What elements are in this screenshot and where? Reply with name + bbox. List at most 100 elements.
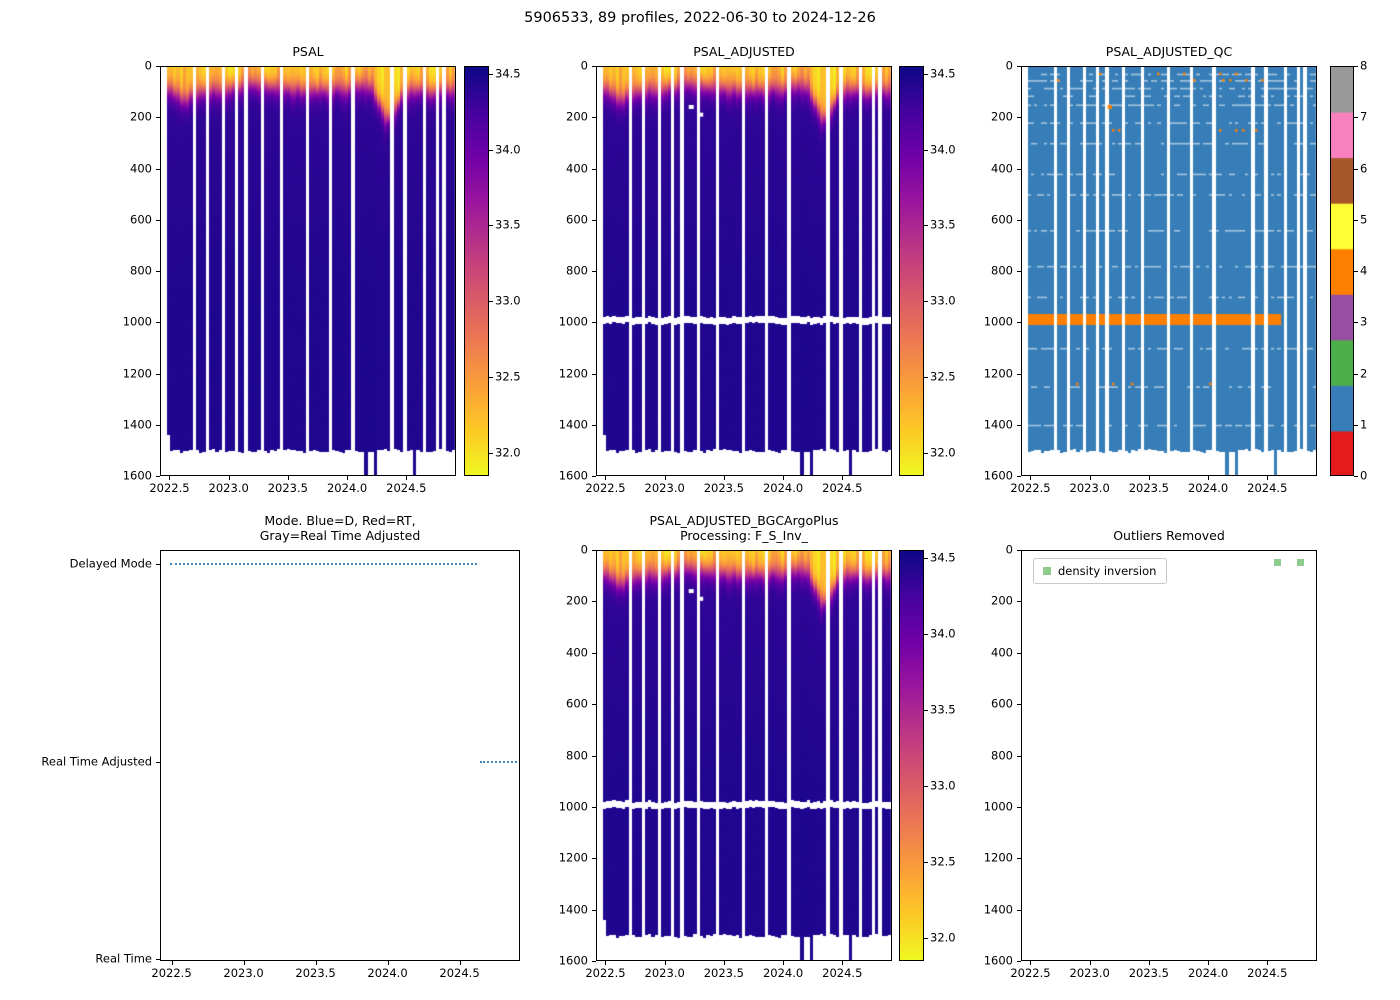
- outliers-x-tickmark: [1089, 961, 1091, 965]
- psal-adjusted-qc-y-tick-label: 400: [991, 161, 1013, 175]
- psal-cb-tickmark: [489, 73, 493, 75]
- psal-adjusted-qc-x-tick-label: 2023.5: [1128, 481, 1169, 495]
- psal-adjusted-bgc-x-tickmark: [605, 961, 607, 965]
- psal-y-tickmark: [156, 219, 160, 221]
- outliers-axes-border: [1021, 550, 1317, 961]
- psal-y-tickmark: [156, 168, 160, 170]
- psal-adjusted-bgc-cb-tickmark: [924, 557, 928, 559]
- psal-adjusted-y-tickmark: [592, 476, 596, 477]
- psal-adjusted-cb-tickmark: [924, 453, 928, 455]
- psal-adjusted-bgc-y-tick-label: 1600: [558, 953, 588, 968]
- psal-x-tick-label: 2024.0: [326, 481, 368, 495]
- psal-adjusted-qc-x-tickmark: [1267, 476, 1269, 480]
- psal-y-tickmark: [156, 271, 160, 272]
- psal-adjusted-qc-cb-tickmark: [1354, 476, 1358, 477]
- psal-cb-tickmark: [489, 301, 493, 303]
- psal-cb-tick-label: 33.0: [495, 293, 521, 308]
- psal-adjusted-bgc-cb-tick-label: 34.0: [930, 626, 956, 641]
- psal-adjusted-qc-y-tick-label: 800: [991, 263, 1013, 278]
- outliers-y-tickmark: [1017, 909, 1021, 911]
- psal-adjusted-cb-tickmark: [924, 377, 928, 379]
- psal-adjusted-x-tickmark: [842, 476, 844, 480]
- mode-x-tickmark: [171, 961, 173, 965]
- psal-adjusted-bgc-cb-tick-label: 33.0: [930, 778, 956, 793]
- psal-adjusted-qc-y-tickmark: [1017, 476, 1021, 477]
- psal-adjusted-y-tick-label: 1000: [558, 314, 588, 329]
- psal-adjusted-qc-y-tickmark: [1017, 219, 1021, 221]
- psal-adjusted-y-tickmark: [592, 424, 596, 426]
- psal-adjusted-y-tick-label: 1400: [558, 417, 588, 432]
- psal-adjusted-bgc-x-tickmark: [664, 961, 666, 965]
- mode-x-tick-label: 2024.5: [439, 966, 480, 980]
- psal-adjusted-bgc-y-tick-label: 800: [566, 748, 588, 762]
- psal-y-tickmark: [156, 66, 160, 67]
- psal-adjusted-bgc-cb-tickmark: [924, 938, 928, 940]
- psal-adjusted-y-tickmark: [592, 117, 596, 119]
- mode-x-tick-label: 2023.0: [223, 966, 264, 980]
- outliers-x-tickmark: [1208, 961, 1210, 965]
- outliers-y-tickmark: [1017, 961, 1021, 962]
- psal-adjusted-heatmap: [596, 66, 892, 476]
- psal-adjusted-colorbar: [899, 66, 924, 476]
- psal-adjusted-qc-cb-tick-label: 7: [1360, 109, 1368, 124]
- psal-adjusted-bgc-y-tickmark: [592, 755, 596, 757]
- outliers-y-tick-label: 1600: [983, 953, 1013, 968]
- psal-y-tickmark: [156, 373, 160, 375]
- psal-adjusted-cb-tick-label: 34.0: [930, 142, 956, 157]
- psal-adjusted-qc-cb-tickmark: [1354, 168, 1358, 170]
- psal-x-tickmark: [406, 476, 408, 480]
- psal-adjusted-qc-x-tickmark: [1208, 476, 1210, 480]
- psal-adjusted-bgc-y-tick-label: 0: [580, 542, 588, 557]
- outliers-x-tick-label: 2024.0: [1187, 966, 1229, 980]
- outliers-y-tick-label: 0: [1005, 542, 1013, 557]
- psal-adjusted-bgc-x-tick-label: 2024.5: [822, 966, 863, 980]
- outliers-x-tick-label: 2022.5: [1010, 966, 1051, 980]
- psal-cb-tickmark: [489, 225, 493, 227]
- psal-adjusted-qc-y-tick-label: 1200: [983, 366, 1013, 380]
- psal-adjusted-qc-x-tick-label: 2024.5: [1247, 481, 1288, 495]
- psal-y-tick-label: 600: [130, 212, 152, 227]
- mode-segment-1: [479, 760, 518, 763]
- outliers-y-tickmark: [1017, 704, 1021, 706]
- psal-adjusted-qc-cb-tick-label: 4: [1360, 263, 1368, 278]
- psal-adjusted-bgc-y-tick-label: 200: [566, 593, 588, 608]
- outliers-y-tickmark: [1017, 806, 1021, 808]
- psal-adjusted-bgc-x-tick-label: 2022.5: [585, 966, 626, 980]
- mode-category-label: Real Time Adjusted: [41, 754, 152, 769]
- psal-adjusted-bgc-y-tickmark: [592, 909, 596, 911]
- psal-adjusted-bgc-heatmap: [596, 550, 892, 961]
- psal-adjusted-qc-x-tickmark: [1148, 476, 1150, 480]
- psal-adjusted-qc-cb-tickmark: [1354, 322, 1358, 324]
- psal-adjusted-bgc-cb-tickmark: [924, 633, 928, 635]
- mode-segment-0: [170, 563, 477, 566]
- outliers-y-tickmark: [1017, 550, 1021, 551]
- title-bgc-line2: Processing: F_S_Inv_: [680, 528, 808, 543]
- psal-adjusted-bgc-y-tickmark: [592, 806, 596, 808]
- outliers-point: [1297, 558, 1305, 566]
- psal-y-tick-label: 1600: [122, 468, 152, 483]
- outliers-y-tick-label: 1400: [983, 902, 1013, 917]
- psal-cb-tick-label: 34.0: [495, 142, 521, 157]
- psal-adjusted-cb-tick-label: 32.0: [930, 445, 956, 460]
- psal-adjusted-y-tick-label: 1200: [558, 366, 588, 380]
- outliers-x-tickmark: [1030, 961, 1032, 965]
- outliers-y-tick-label: 400: [991, 645, 1013, 660]
- psal-adjusted-y-tickmark: [592, 322, 596, 324]
- psal-adjusted-qc-y-tickmark: [1017, 373, 1021, 375]
- psal-cb-tick-label: 32.0: [495, 445, 521, 460]
- psal-adjusted-bgc-y-tick-label: 1000: [558, 799, 588, 814]
- psal-adjusted-bgc-x-tickmark: [783, 961, 785, 965]
- psal-x-tick-label: 2024.5: [386, 481, 427, 495]
- figure-title: 5906533, 89 profiles, 2022-06-30 to 2024…: [524, 10, 876, 26]
- psal-adjusted-x-tickmark: [723, 476, 725, 480]
- psal-adjusted-x-tickmark: [783, 476, 785, 480]
- psal-y-tick-label: 400: [130, 161, 152, 175]
- outliers-y-tick-label: 1000: [983, 799, 1013, 814]
- psal-adjusted-bgc-cb-tickmark: [924, 862, 928, 864]
- psal-y-tickmark: [156, 117, 160, 119]
- mode-y-tickmark: [156, 761, 160, 763]
- mode-x-tick-label: 2023.5: [295, 966, 336, 980]
- title-psal-adjusted-qc: PSAL_ADJUSTED_QC: [1105, 44, 1233, 59]
- mode-x-tickmark: [243, 961, 245, 965]
- psal-adjusted-qc-x-tick-label: 2024.0: [1187, 481, 1229, 495]
